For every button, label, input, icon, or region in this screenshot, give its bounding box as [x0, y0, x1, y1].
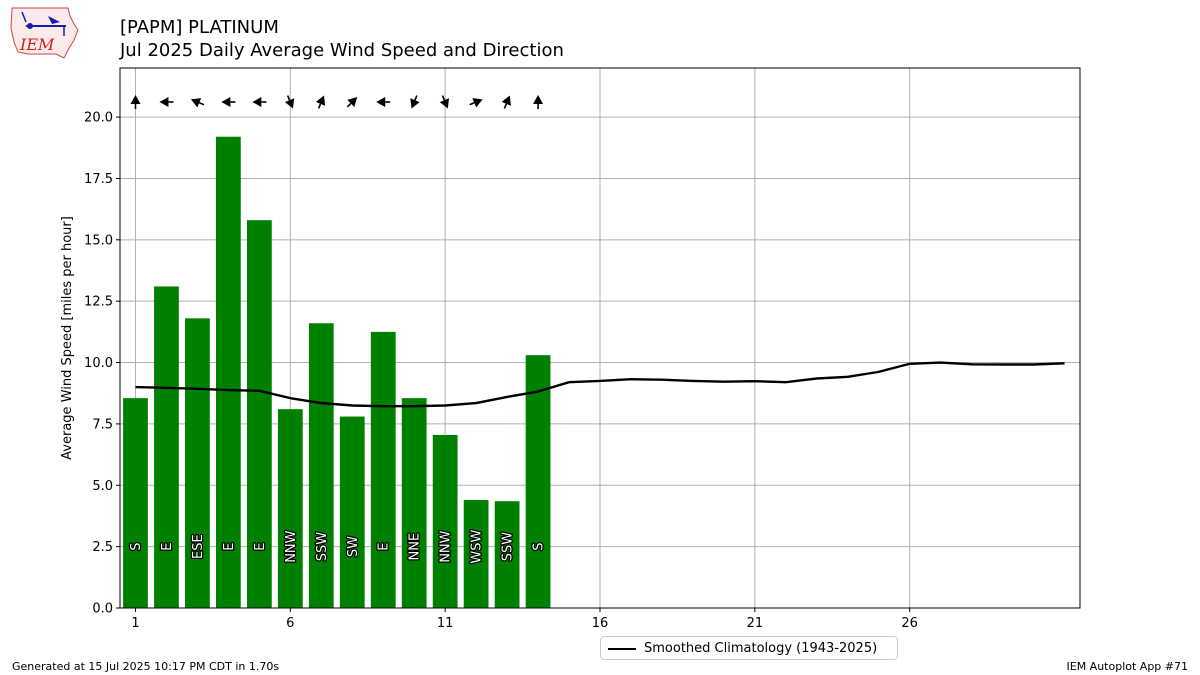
wind-arrow-day-10 — [410, 95, 420, 109]
wind-arrow-day-12 — [469, 98, 483, 108]
bar-day-2 — [154, 286, 179, 608]
bar-day-12 — [463, 500, 489, 608]
direction-label-day-6: NNW — [284, 530, 299, 562]
bar-day-8 — [339, 416, 365, 608]
x-tick-label: 21 — [747, 616, 764, 631]
bar-day-10 — [401, 398, 427, 608]
wind-arrow-day-6 — [284, 95, 295, 109]
direction-label-day-1: S — [129, 543, 144, 551]
wind-arrow-day-3 — [190, 98, 205, 108]
y-tick-label: 17.5 — [84, 172, 113, 187]
direction-label-day-11: NNW — [439, 530, 454, 562]
bar-day-5 — [246, 220, 272, 608]
wind-arrow-day-7 — [315, 95, 326, 109]
bar-day-11 — [432, 434, 458, 608]
wind-arrow-day-13 — [501, 95, 511, 109]
y-tick-label: 15.0 — [84, 233, 113, 248]
wind-arrow-day-8 — [346, 97, 358, 108]
bar-day-3 — [185, 318, 210, 608]
wind-arrow-day-9 — [376, 97, 391, 107]
y-tick-label: 10.0 — [84, 356, 113, 371]
footer-app: IEM Autoplot App #71 — [1066, 660, 1189, 673]
bars — [123, 136, 551, 608]
chart-subtitle: Jul 2025 Daily Average Wind Speed and Di… — [120, 40, 564, 61]
climatology — [135, 361, 1065, 408]
bar-day-14 — [525, 355, 551, 608]
direction-label-day-8: SW — [346, 536, 361, 557]
y-axis-label: Average Wind Speed [miles per hour] — [60, 216, 75, 460]
direction-label-day-2: E — [160, 543, 175, 551]
ticks: 1 6 11 16 21 260.02.55.07.510.012.515.017.520… — [84, 111, 918, 631]
iem-logo: IEM — [10, 7, 79, 59]
direction-label-day-3: ESE — [191, 534, 206, 559]
wind-arrow-day-2 — [159, 97, 174, 107]
direction-label-day-13: SSW — [501, 532, 516, 562]
wind-arrow-day-1 — [130, 95, 141, 109]
bar-day-7 — [308, 323, 334, 608]
bar-day-1 — [123, 398, 148, 608]
direction-labels: S E ESE E E NNW SSW SW E NNE NNW WSW SSW S — [128, 528, 548, 565]
x-tick-label: 6 — [286, 616, 294, 631]
legend-label: Smoothed Climatology (1943-2025) — [644, 641, 878, 656]
x-tick-label: 1 — [131, 616, 139, 631]
y-tick-label: 5.0 — [92, 479, 113, 494]
x-tick-label: 16 — [592, 616, 609, 631]
logo-text: IEM — [19, 35, 55, 54]
direction-arrows — [130, 95, 544, 109]
legend-line-swatch — [608, 648, 636, 650]
x-tick-label: 11 — [437, 616, 454, 631]
bar-day-13 — [494, 501, 520, 608]
climatology-line — [135, 361, 1065, 408]
direction-label-day-5: E — [253, 543, 268, 551]
direction-label-day-7: SSW — [315, 532, 330, 562]
wind-arrow-day-11 — [439, 95, 450, 109]
legend: Smoothed Climatology (1943-2025) — [600, 636, 898, 660]
y-tick-label: 2.5 — [92, 540, 113, 555]
wind-arrow-day-5 — [252, 97, 267, 107]
y-tick-label: 12.5 — [84, 295, 113, 310]
bar-day-9 — [370, 331, 396, 608]
y-tick-label: 20.0 — [84, 111, 113, 126]
footer-generated: Generated at 15 Jul 2025 10:17 PM CDT in… — [12, 660, 280, 673]
direction-label-day-9: E — [377, 543, 392, 551]
y-tick-label: 7.5 — [92, 417, 113, 432]
chart-title: [PAPM] PLATINUM — [120, 17, 279, 38]
wind-arrow-day-14 — [533, 95, 544, 109]
x-tick-label: 26 — [901, 616, 918, 631]
bar-day-4 — [216, 136, 241, 608]
direction-label-day-12: WSW — [470, 530, 485, 564]
y-tick-label: 0.0 — [92, 602, 113, 617]
wind-arrow-day-4 — [221, 97, 236, 107]
direction-label-day-14: S — [532, 543, 547, 551]
direction-label-day-4: E — [222, 543, 237, 551]
direction-label-day-10: NNE — [408, 533, 423, 561]
bar-day-6 — [277, 409, 303, 608]
